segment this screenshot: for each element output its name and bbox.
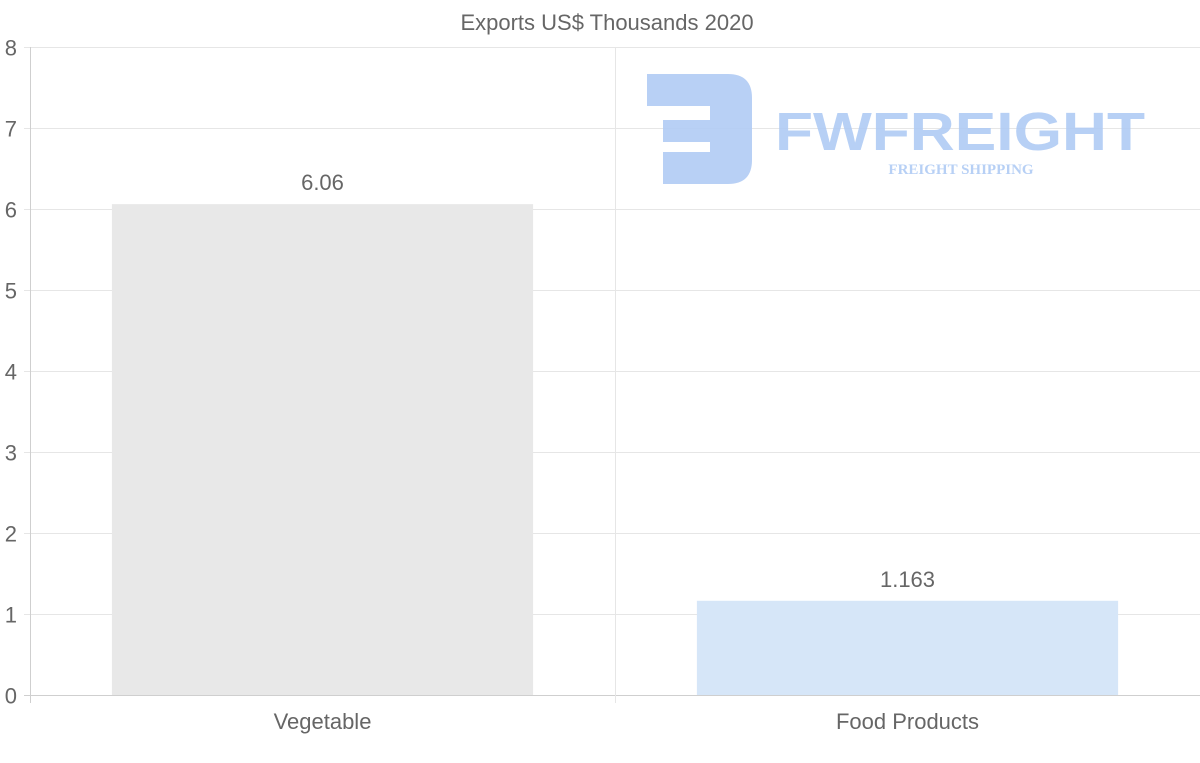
axes: 0 1 2 3 4 5 6 7 8 Vegetable Food Products <box>5 36 979 735</box>
y-tick-label: 1 <box>5 603 17 628</box>
data-label: 1.163 <box>880 567 935 592</box>
y-tick-label: 6 <box>5 198 17 223</box>
bar-food-products <box>696 600 1119 695</box>
y-tick-label: 2 <box>5 522 17 547</box>
watermark-brand: FWFREIGHT <box>775 102 1145 162</box>
y-tick-label: 7 <box>5 117 17 142</box>
bar-vegetable <box>111 204 534 695</box>
x-tick-label: Vegetable <box>274 709 372 734</box>
chart-title: Exports US$ Thousands 2020 <box>460 10 753 35</box>
watermark-tagline: FREIGHT SHIPPING <box>888 162 1033 178</box>
y-tick-label: 4 <box>5 360 17 385</box>
y-tick-label: 0 <box>5 684 17 709</box>
data-labels: 6.06 1.163 <box>301 170 935 592</box>
y-tick-label: 5 <box>5 279 17 304</box>
data-label: 6.06 <box>301 170 344 195</box>
x-tick-label: Food Products <box>836 709 979 734</box>
y-tick-label: 8 <box>5 36 17 61</box>
logo-mark-icon <box>647 74 752 184</box>
y-tick-label: 3 <box>5 441 17 466</box>
watermark-logo: FWFREIGHT FREIGHT SHIPPING <box>647 74 1145 184</box>
bars <box>111 204 1119 695</box>
